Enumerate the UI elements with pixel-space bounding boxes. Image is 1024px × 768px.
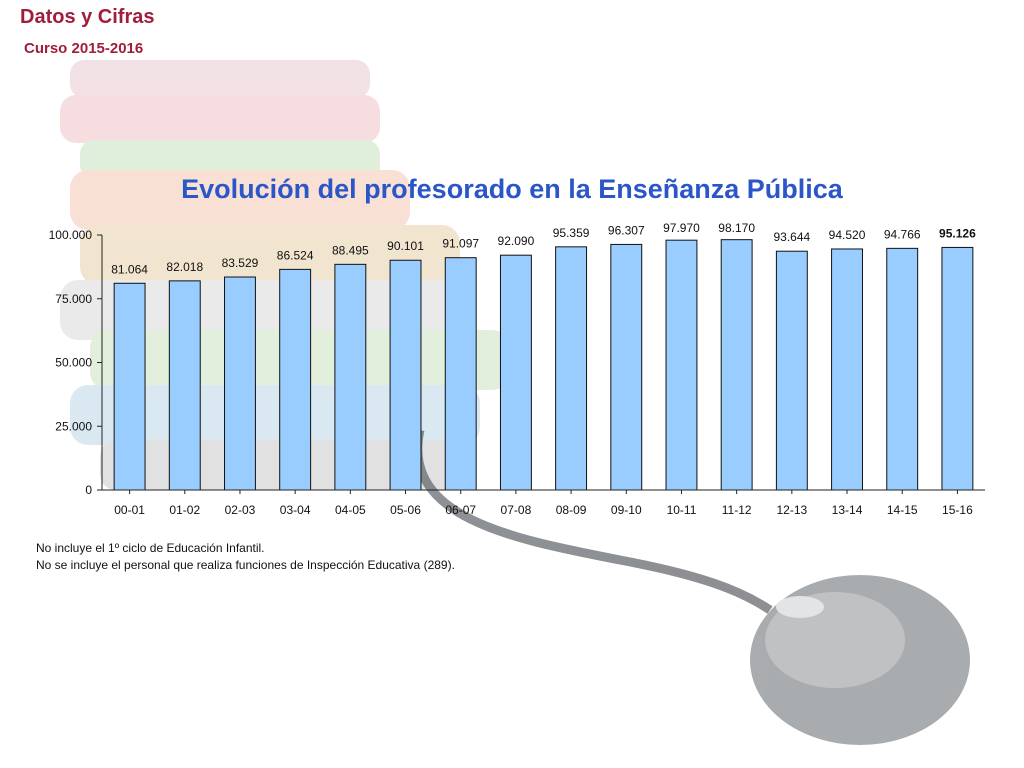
y-tick-label: 50.000 (55, 356, 92, 370)
data-label: 95.126 (939, 226, 976, 240)
header-title: Datos y Cifras (20, 6, 155, 28)
bar (224, 276, 256, 491)
bar (610, 243, 643, 491)
bar (113, 282, 146, 491)
x-tick-label: 13-14 (832, 503, 863, 517)
bar (334, 263, 367, 491)
x-tick-label: 12-13 (776, 503, 807, 517)
data-label: 95.359 (553, 226, 590, 240)
bar (720, 239, 753, 491)
data-label: 93.644 (773, 230, 810, 244)
data-label: 92.090 (498, 234, 535, 248)
data-label: 98.170 (718, 221, 755, 235)
data-label: 83.529 (222, 256, 259, 270)
x-tick-label: 04-05 (335, 503, 366, 517)
x-tick-label: 02-03 (225, 503, 256, 517)
header-subtitle: Curso 2015-2016 (24, 40, 144, 57)
mouse-illustration (413, 429, 970, 745)
x-tick-label: 00-01 (114, 503, 145, 517)
y-axis: 0 25.000 50.000 75.000 100.000 (49, 228, 103, 497)
x-tick-label: 01-02 (169, 503, 200, 517)
bar (886, 247, 919, 491)
x-tick-label: 05-06 (390, 503, 421, 517)
data-label: 96.307 (608, 223, 645, 237)
data-label: 97.970 (663, 221, 700, 235)
y-tick-label: 0 (85, 483, 92, 497)
x-tick-label: 07-08 (501, 503, 532, 517)
x-tick-label: 15-16 (942, 503, 973, 517)
bar (389, 259, 422, 491)
x-tick-label: 09-10 (611, 503, 642, 517)
data-label: 94.766 (884, 227, 921, 241)
bar (499, 254, 532, 491)
bar (168, 280, 201, 491)
bar (665, 239, 698, 491)
y-tick-label: 100.000 (49, 228, 93, 242)
data-label: 86.524 (277, 248, 314, 262)
data-label: 88.495 (332, 243, 369, 257)
chart-title: Evolución del profesorado en la Enseñanz… (181, 174, 843, 204)
bar (279, 268, 312, 491)
data-label: 81.064 (111, 262, 148, 276)
bar (444, 257, 477, 491)
data-label: 90.101 (387, 239, 424, 253)
x-tick-label: 14-15 (887, 503, 918, 517)
bar-series: 81.064 82.018 83.529 86.524 88.495 90.101 91.0… (111, 221, 976, 491)
data-label: 82.018 (166, 260, 203, 274)
y-tick-label: 75.000 (55, 292, 92, 306)
footnote-1: No incluye el 1º ciclo de Educación Infa… (36, 541, 265, 555)
bar (831, 248, 863, 491)
x-tick-label: 11-12 (722, 503, 752, 517)
x-tick-label: 10-11 (667, 503, 697, 517)
bar (941, 246, 974, 491)
footnote-2: No se incluye el personal que realiza fu… (36, 558, 455, 572)
y-tick-label: 25.000 (55, 419, 92, 433)
x-tick-label: 03-04 (280, 503, 311, 517)
data-label: 94.520 (829, 228, 866, 242)
bar (775, 250, 808, 491)
bar (555, 246, 588, 491)
x-tick-label: 08-09 (556, 503, 587, 517)
x-tick-label: 06-07 (445, 503, 476, 517)
data-label: 91.097 (442, 237, 479, 251)
x-axis: 00-01 01-02 02-03 03-04 04-05 05-06 06-07 07-08… (102, 489, 985, 517)
